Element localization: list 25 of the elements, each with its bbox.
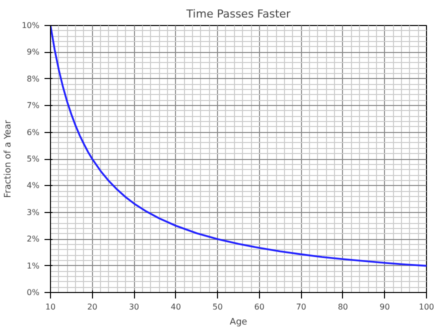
y-tick-label: 10% bbox=[22, 21, 40, 30]
x-tick-label: 50 bbox=[212, 302, 223, 312]
x-tick-label: 60 bbox=[254, 302, 264, 312]
line-series bbox=[50, 26, 426, 267]
x-axis-title: Age bbox=[230, 318, 248, 328]
x-tick-label: 90 bbox=[380, 302, 390, 312]
y-tick-label: 8% bbox=[26, 74, 40, 84]
y-tick-label: 2% bbox=[26, 234, 40, 244]
x-tick-label: 80 bbox=[338, 302, 348, 312]
y-tick-label: 6% bbox=[26, 128, 40, 137]
x-tick-label: 70 bbox=[296, 302, 306, 312]
x-tick-label: 100 bbox=[418, 302, 434, 312]
y-tick-label: 3% bbox=[26, 208, 40, 217]
x-tick-label: 30 bbox=[128, 302, 140, 312]
y-tick-label: 4% bbox=[26, 181, 40, 190]
y-axis-title: Fraction of a Year bbox=[4, 120, 14, 198]
chart-title: Time Passes Faster bbox=[185, 8, 292, 20]
y-tick-label: 0% bbox=[26, 288, 40, 297]
y-tick-label: 9% bbox=[26, 48, 40, 57]
y-tick-label: 7% bbox=[26, 101, 40, 110]
x-tick-label: 20 bbox=[87, 302, 98, 312]
x-tick-label: 10 bbox=[45, 302, 56, 312]
y-tick-label: 1% bbox=[26, 261, 40, 270]
y-tick-label: 5% bbox=[26, 154, 40, 164]
x-tick-label: 40 bbox=[170, 302, 181, 312]
